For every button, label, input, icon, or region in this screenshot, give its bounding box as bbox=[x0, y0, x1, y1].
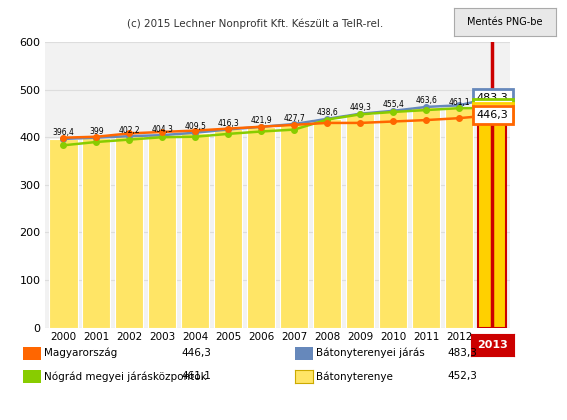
Text: 396,4: 396,4 bbox=[53, 129, 74, 137]
Text: 461,1: 461,1 bbox=[448, 98, 470, 107]
Text: 483,3: 483,3 bbox=[477, 92, 509, 102]
Bar bbox=[478, 112, 506, 328]
Bar bbox=[379, 111, 407, 328]
Bar bbox=[412, 107, 440, 328]
Text: 399: 399 bbox=[89, 127, 104, 136]
Text: 461,1: 461,1 bbox=[477, 103, 509, 113]
Bar bbox=[280, 124, 308, 328]
Text: 463,6: 463,6 bbox=[415, 97, 437, 105]
Text: Mentés PNG-be: Mentés PNG-be bbox=[467, 17, 543, 27]
Text: 446,3: 446,3 bbox=[181, 348, 211, 358]
Text: 483,3: 483,3 bbox=[448, 348, 478, 358]
Bar bbox=[181, 133, 209, 328]
Text: 416,3: 416,3 bbox=[218, 119, 239, 128]
Bar bbox=[214, 129, 242, 328]
Bar bbox=[149, 135, 176, 328]
Text: 452,3: 452,3 bbox=[448, 371, 478, 381]
Text: Bátonyterenye: Bátonyterenye bbox=[316, 371, 393, 381]
Bar bbox=[247, 127, 276, 328]
Text: 421,9: 421,9 bbox=[251, 116, 272, 125]
Text: 438,6: 438,6 bbox=[316, 108, 338, 118]
Text: 452,3: 452,3 bbox=[481, 102, 503, 111]
Text: 427,7: 427,7 bbox=[284, 113, 305, 123]
Text: Magyarország: Magyarország bbox=[44, 348, 117, 358]
Text: 404,3: 404,3 bbox=[151, 125, 174, 134]
Text: 446,3: 446,3 bbox=[477, 110, 509, 120]
Bar bbox=[314, 119, 341, 328]
Text: (c) 2015 Lechner Nonprofit Kft. Készült a TeIR-rel.: (c) 2015 Lechner Nonprofit Kft. Készült … bbox=[127, 19, 383, 29]
Text: 461,1: 461,1 bbox=[181, 371, 211, 381]
Text: 402,2: 402,2 bbox=[119, 126, 140, 135]
Bar bbox=[116, 136, 143, 328]
Bar bbox=[82, 138, 111, 328]
Text: 2013: 2013 bbox=[477, 340, 507, 350]
Bar bbox=[346, 114, 374, 328]
Text: 455,4: 455,4 bbox=[382, 100, 404, 109]
Text: 449,3: 449,3 bbox=[349, 103, 371, 112]
Text: Bátonyterenyei járás: Bátonyterenyei járás bbox=[316, 348, 425, 358]
Text: 452,3: 452,3 bbox=[477, 107, 509, 117]
Text: 409,5: 409,5 bbox=[184, 122, 206, 131]
Bar bbox=[49, 139, 78, 328]
Bar bbox=[445, 108, 473, 328]
Text: Nógrád megyei járásközpontok: Nógrád megyei járásközpontok bbox=[44, 371, 207, 381]
